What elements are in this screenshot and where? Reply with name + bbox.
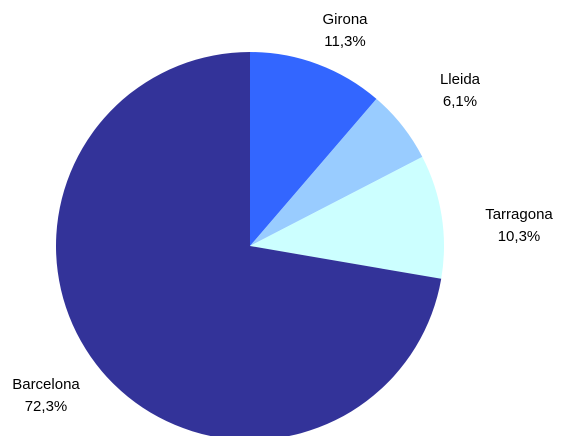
slice-value-lleida: 6,1% <box>443 93 477 110</box>
slice-value-tarragona: 10,3% <box>498 228 541 245</box>
slice-value-barcelona: 72,3% <box>25 398 68 415</box>
pie-slice-barcelona <box>56 52 442 436</box>
slice-value-girona: 11,3% <box>324 33 365 50</box>
slice-label-tarragona: Tarragona <box>485 206 553 223</box>
slice-label-lleida: Lleida <box>440 71 481 88</box>
pie-slice-girona <box>250 52 377 246</box>
pie-slice-lleida <box>250 98 423 247</box>
pie-slices <box>56 52 444 436</box>
slice-label-girona: Girona <box>322 11 368 28</box>
pie-labels: Girona 11,3% Lleida 6,1% Tarragona 10,3% Barce… <box>12 11 553 415</box>
pie-slice-tarragona <box>250 156 444 279</box>
slice-label-barcelona: Barcelona <box>12 376 80 393</box>
